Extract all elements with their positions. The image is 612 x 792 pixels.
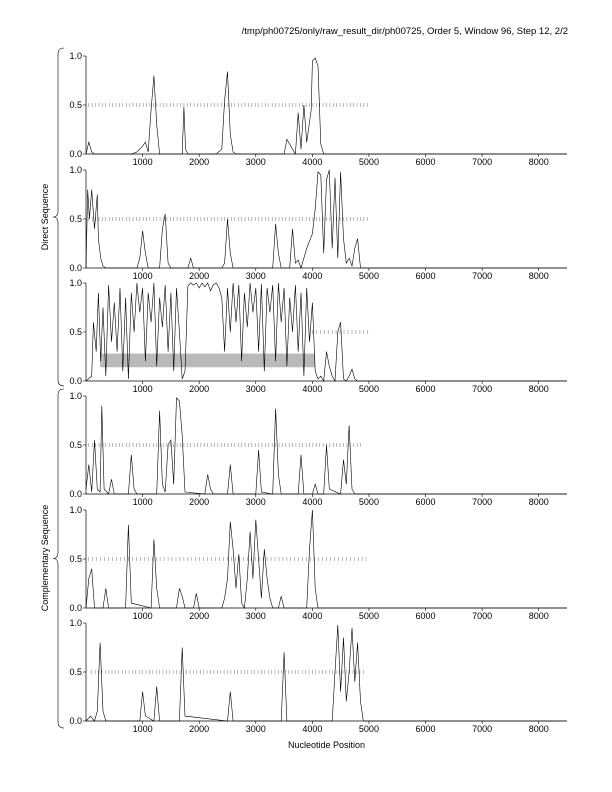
x-tick-label: 8000	[529, 724, 549, 734]
half-level-marks	[312, 330, 369, 334]
x-tick-label: 3000	[246, 724, 266, 734]
x-tick-label: 4000	[302, 611, 322, 621]
x-tick-label: 3000	[246, 271, 266, 281]
x-tick-label: 2000	[189, 724, 209, 734]
x-tick-label: 6000	[416, 384, 436, 394]
x-tick-label: 2000	[189, 497, 209, 507]
direct-sequence-brace	[52, 47, 65, 387]
y-tick-label: 0.5	[69, 667, 82, 677]
y-tick-label: 1.0	[69, 51, 82, 61]
y-tick-label: 0.0	[69, 603, 82, 613]
x-tick-label: 7000	[472, 724, 492, 734]
x-tick-label: 5000	[359, 497, 379, 507]
half-level-marks	[91, 670, 364, 674]
x-tick-label: 8000	[529, 611, 549, 621]
x-tick-label: 1000	[133, 384, 153, 394]
y-tick-label: 0.0	[69, 489, 82, 499]
x-tick-label: 6000	[416, 724, 436, 734]
complementary-sequence-brace	[52, 388, 65, 729]
x-tick-label: 7000	[472, 384, 492, 394]
x-tick-label: 5000	[359, 384, 379, 394]
x-tick-label: 2000	[189, 157, 209, 167]
x-tick-label: 7000	[472, 157, 492, 167]
x-tick-label: 3000	[246, 497, 266, 507]
x-tick-label: 4000	[302, 724, 322, 734]
x-tick-label: 8000	[529, 157, 549, 167]
x-tick-label: 7000	[472, 497, 492, 507]
x-axis-label: Nucleotide Position	[287, 740, 366, 750]
x-tick-label: 1000	[133, 157, 153, 167]
series-line	[85, 624, 567, 722]
x-tick-label: 4000	[302, 271, 322, 281]
series-line	[85, 509, 567, 609]
x-tick-label: 6000	[416, 157, 436, 167]
y-tick-label: 0.0	[69, 149, 82, 159]
x-tick-label: 5000	[359, 724, 379, 734]
x-tick-label: 5000	[359, 611, 379, 621]
panel-2: 0.0 0.5 1.0 1000 2000 3000 4000 5000 6000 7000 800…	[69, 165, 567, 281]
y-tick-label: 0.5	[69, 100, 82, 110]
x-tick-label: 3000	[246, 611, 266, 621]
x-tick-label: 7000	[472, 611, 492, 621]
page-title: /tmp/ph00725/only/raw_result_dir/ph00725…	[241, 26, 568, 37]
y-tick-label: 1.0	[69, 165, 82, 175]
x-tick-label: 8000	[529, 497, 549, 507]
panel-5: 0.0 0.5 1.0 1000 2000 3000 4000 5000 6000 7000 800…	[69, 505, 567, 621]
x-tick-label: 2000	[189, 611, 209, 621]
x-tick-label: 8000	[529, 271, 549, 281]
x-tick-label: 3000	[246, 157, 266, 167]
x-tick-label: 7000	[472, 271, 492, 281]
y-tick-label: 0.0	[69, 263, 82, 273]
y-tick-label: 1.0	[69, 618, 82, 628]
x-tick-label: 6000	[416, 271, 436, 281]
y-tick-label: 1.0	[69, 278, 82, 288]
x-tick-label: 4000	[302, 384, 322, 394]
half-level-marks	[88, 557, 367, 561]
half-level-marks	[88, 217, 368, 221]
y-tick-label: 0.5	[69, 214, 82, 224]
panel-3: 0.0 0.5 1.0 1000 2000 3000 4000 5000 6000 7000 800…	[69, 278, 567, 394]
y-tick-label: 0.5	[69, 440, 82, 450]
x-tick-label: 4000	[302, 157, 322, 167]
y-tick-label: 0.0	[69, 716, 82, 726]
series-line	[85, 282, 567, 383]
x-tick-label: 2000	[189, 384, 209, 394]
series-line	[85, 169, 567, 269]
x-tick-label: 8000	[529, 384, 549, 394]
y-tick-label: 0.0	[69, 376, 82, 386]
x-tick-label: 1000	[133, 611, 153, 621]
x-tick-label: 4000	[302, 497, 322, 507]
x-tick-label: 5000	[359, 157, 379, 167]
panel-4: 0.0 0.5 1.0 1000 2000 3000 4000 5000 6000 7000 800…	[69, 391, 567, 507]
x-tick-label: 5000	[359, 271, 379, 281]
highlight-band	[100, 353, 316, 368]
half-level-marks	[88, 103, 368, 107]
x-tick-label: 1000	[133, 271, 153, 281]
x-tick-label: 6000	[416, 497, 436, 507]
series-line	[85, 57, 567, 156]
x-tick-label: 1000	[133, 724, 153, 734]
panel-6: 0.0 0.5 1.0 1000 2000 3000 4000 5000 6000 7000 800…	[69, 618, 567, 734]
y-tick-label: 0.5	[69, 327, 82, 337]
x-tick-label: 3000	[246, 384, 266, 394]
half-level-marks	[88, 443, 361, 447]
y-tick-label: 1.0	[69, 391, 82, 401]
panel-1: 0.0 0.5 1.0 1000 2000 3000 4000 5000 6000 7000 800…	[69, 51, 567, 167]
x-tick-label: 2000	[189, 271, 209, 281]
y-tick-label: 0.5	[69, 554, 82, 564]
y-tick-label: 1.0	[69, 505, 82, 515]
x-tick-label: 1000	[133, 497, 153, 507]
series-line	[85, 397, 567, 495]
x-tick-label: 6000	[416, 611, 436, 621]
